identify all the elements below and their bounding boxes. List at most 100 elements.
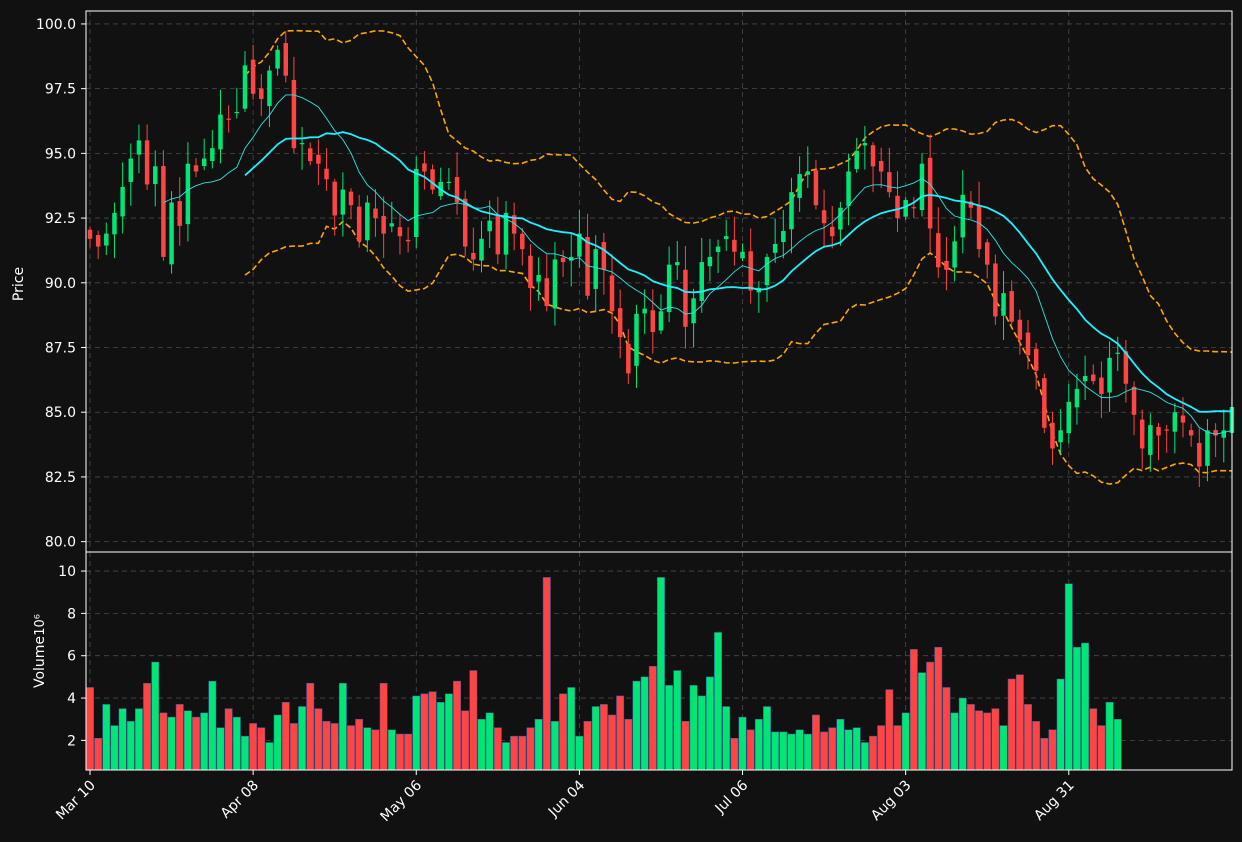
candle-body — [560, 257, 566, 263]
price-tick-label: 87.5 — [45, 341, 76, 357]
candle-body — [544, 278, 550, 307]
volume-tick-label: 6 — [67, 649, 76, 665]
candle-body — [365, 202, 370, 241]
candle-body — [511, 215, 517, 234]
volume-bar — [958, 697, 967, 771]
volume-bar — [1064, 583, 1073, 771]
candle-body — [324, 168, 329, 180]
price-panel-frame — [85, 10, 1233, 553]
volume-tick-label: 10 — [58, 564, 76, 580]
candle-body — [332, 181, 337, 216]
volume-bar — [991, 708, 1000, 771]
price-axis-label: Price — [11, 267, 27, 301]
volume-bar — [1081, 642, 1090, 771]
price-tick-label: 100.0 — [36, 17, 76, 33]
candle-body — [462, 198, 468, 247]
candle-body — [805, 171, 811, 175]
candle-body — [1066, 401, 1072, 434]
price-tick-label: 80.0 — [45, 535, 76, 551]
volume-bar — [510, 735, 519, 771]
volume-bar — [1032, 721, 1041, 771]
volume-bar — [934, 646, 943, 771]
candle-body — [666, 264, 672, 313]
volume-bar — [289, 723, 298, 771]
volume-bar — [885, 689, 894, 771]
volume-bar — [730, 738, 739, 771]
candle-body — [267, 70, 272, 107]
volume-bar — [942, 687, 951, 771]
volume-bar — [771, 731, 780, 771]
candle-body — [348, 191, 354, 206]
candle-body — [952, 241, 957, 268]
candle-body — [356, 206, 362, 242]
volume-bar — [632, 680, 641, 771]
volume-bar — [852, 727, 861, 771]
volume-bar — [330, 723, 339, 771]
candle-body — [283, 43, 289, 76]
candle-body — [984, 242, 990, 265]
date-tick-labels: Mar 10 Apr 08 May 06 Jun 04 Jul 06 Aug 03 Aug … — [53, 770, 1078, 825]
candle-body — [870, 145, 876, 167]
candle-body — [169, 202, 174, 265]
candle-body — [1001, 293, 1006, 316]
volume-tick-label: 8 — [67, 606, 76, 622]
volume-bar — [1089, 708, 1098, 771]
candle-body — [1197, 443, 1202, 467]
candle-body — [642, 308, 647, 314]
candle-body — [1123, 351, 1129, 384]
volume-bar — [983, 712, 992, 771]
candle-body — [1050, 422, 1055, 449]
volume-bar — [183, 710, 192, 771]
date-tick-label: Jul 06 — [712, 777, 752, 817]
candle-body — [675, 262, 680, 266]
volume-bar — [86, 687, 94, 771]
volume-bar — [493, 727, 502, 771]
volume-bar — [241, 735, 249, 771]
candle-body — [1025, 332, 1031, 356]
candle-body — [381, 215, 386, 234]
volume-bar — [909, 649, 918, 771]
candle-bodies — [87, 43, 1235, 467]
volume-bar — [689, 685, 698, 771]
candle-body — [259, 88, 264, 100]
volume-bar — [404, 733, 413, 771]
candle-body — [479, 238, 484, 261]
price-tick-label: 95.0 — [45, 146, 76, 162]
volume-bar — [469, 670, 478, 771]
volume-bar — [257, 727, 266, 771]
volume-bar — [567, 687, 576, 771]
volume-bar — [314, 708, 323, 771]
candle-body — [299, 143, 305, 145]
candle-body — [838, 207, 843, 230]
candle-body — [446, 181, 452, 184]
candle-body — [846, 171, 851, 206]
moving-average-fast-line — [163, 94, 1232, 435]
volume-bar — [200, 712, 209, 771]
candle-body — [740, 251, 745, 259]
volume-bar — [518, 735, 527, 771]
candle-body — [732, 239, 737, 252]
price-tick-labels: 80.0 82.5 85.0 87.5 90.0 92.5 95.0 97.5 100.0 — [36, 17, 86, 551]
candle-body — [471, 252, 476, 260]
candle-body — [772, 243, 778, 253]
volume-bar — [232, 716, 241, 771]
candle-body — [650, 310, 656, 332]
candle-body — [528, 255, 533, 288]
candle-body — [104, 233, 109, 246]
price-tick-label: 97.5 — [45, 82, 76, 98]
candle-body — [397, 227, 403, 237]
volume-axis-label: Volume — [32, 636, 48, 688]
volume-bar — [208, 680, 217, 771]
volume-bar — [444, 693, 453, 771]
candle-body — [993, 263, 998, 317]
volume-bar — [477, 718, 486, 771]
volume-bar — [1105, 702, 1114, 771]
volume-bar — [705, 676, 714, 771]
candle-body — [658, 311, 664, 331]
candle-body — [854, 150, 859, 169]
volume-bar — [338, 682, 347, 771]
candle-body — [617, 308, 623, 338]
volume-bar — [159, 712, 168, 771]
volume-bar — [681, 721, 690, 771]
